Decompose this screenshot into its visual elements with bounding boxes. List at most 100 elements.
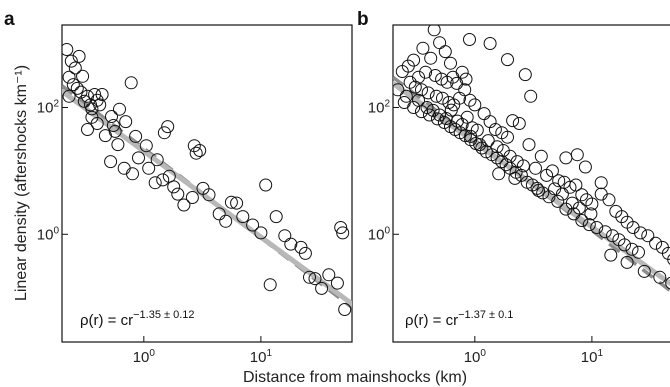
data-point — [230, 196, 244, 210]
data-point — [423, 108, 436, 122]
data-point — [594, 187, 608, 201]
data-point — [104, 155, 118, 169]
panel-a-fit-solid — [62, 88, 352, 307]
data-point — [463, 93, 477, 107]
data-point — [81, 89, 94, 103]
data-point — [395, 65, 409, 78]
data-point — [625, 242, 639, 256]
data-point — [189, 146, 203, 160]
data-point — [552, 174, 566, 188]
data-point — [427, 25, 441, 37]
data-point — [416, 41, 430, 55]
data-point — [111, 138, 125, 152]
data-point — [298, 246, 312, 260]
data-point — [403, 75, 417, 89]
data-point — [555, 187, 569, 201]
data-point — [322, 268, 336, 282]
data-point — [661, 246, 670, 260]
data-point — [303, 270, 316, 284]
data-point — [490, 151, 504, 165]
data-point — [514, 168, 528, 182]
data-point — [436, 91, 449, 105]
data-point — [117, 161, 131, 175]
data-point — [415, 105, 428, 119]
data-point — [637, 264, 651, 278]
data-point — [124, 76, 138, 90]
data-point — [665, 276, 670, 290]
panel-b-y-ticks: 100 102 — [368, 98, 399, 243]
data-point — [421, 86, 435, 100]
data-point — [185, 191, 199, 204]
data-point — [572, 201, 586, 215]
data-point — [602, 193, 616, 207]
data-point — [407, 101, 421, 114]
data-point — [506, 114, 520, 128]
panel-a-formula: ρ(r) = cr−1.35 ± 0.12 — [80, 309, 195, 329]
data-point — [525, 178, 539, 192]
panel-b-letter: b — [357, 9, 369, 30]
data-point — [284, 237, 298, 251]
panel-a: a 100 101 100 102 ρ(r) = cr−1.35 ± 0.12 — [4, 9, 353, 366]
data-point — [139, 139, 153, 153]
data-point — [81, 123, 94, 136]
x-tick-label: 100 — [464, 348, 487, 366]
data-point — [88, 88, 102, 101]
data-point — [499, 158, 513, 172]
data-point — [338, 303, 352, 316]
data-point — [334, 221, 348, 234]
panel-a-letter: a — [4, 9, 15, 30]
data-point — [459, 72, 473, 86]
data-point — [458, 83, 472, 97]
panel-b-formula-exponent: −1.37 ± 0.1 — [458, 309, 513, 321]
data-point — [483, 37, 497, 50]
data-point — [578, 160, 592, 174]
data-point — [488, 123, 502, 136]
data-point — [512, 117, 526, 130]
data-point — [534, 149, 548, 163]
data-point — [598, 225, 612, 239]
data-point — [536, 186, 550, 200]
data-point — [415, 83, 428, 97]
data-point — [444, 56, 457, 70]
data-point — [563, 180, 577, 194]
data-point — [492, 167, 506, 181]
data-point — [565, 196, 579, 210]
data-point — [142, 161, 156, 175]
data-point — [126, 167, 139, 181]
data-point — [224, 195, 238, 209]
data-point — [477, 107, 491, 121]
data-point — [468, 98, 482, 112]
data-point — [559, 151, 573, 165]
data-point — [119, 115, 133, 129]
data-point — [463, 33, 476, 46]
y-tick-label: 102 — [368, 98, 391, 116]
panel-b: b 100 101 100 102 ρ(r) = cr−1.37 ± 0.1 — [357, 9, 670, 366]
data-point — [433, 36, 447, 50]
data-point — [545, 164, 559, 178]
data-point — [604, 248, 618, 262]
data-point — [269, 210, 283, 224]
data-point — [501, 53, 514, 67]
data-point — [62, 43, 74, 56]
data-point — [582, 218, 596, 232]
data-point — [330, 276, 344, 290]
data-point — [575, 214, 589, 227]
x-tick-label: 100 — [133, 348, 156, 366]
data-point — [632, 245, 645, 259]
x-axis-label: Distance from mainshocks (km) — [243, 369, 467, 386]
data-point — [62, 70, 76, 84]
data-point — [529, 161, 542, 175]
data-point — [551, 194, 565, 208]
data-point — [336, 226, 350, 240]
data-point — [548, 182, 562, 196]
data-point — [108, 124, 122, 138]
data-point — [584, 207, 598, 221]
data-point — [594, 176, 608, 190]
panel-b-fit-dashed — [393, 75, 670, 293]
data-point — [254, 226, 268, 240]
data-point — [187, 139, 201, 153]
panel-a-marks — [62, 43, 352, 316]
panel-a-formula-exponent: −1.35 ± 0.12 — [133, 309, 194, 321]
panel-b-frame — [392, 24, 670, 343]
